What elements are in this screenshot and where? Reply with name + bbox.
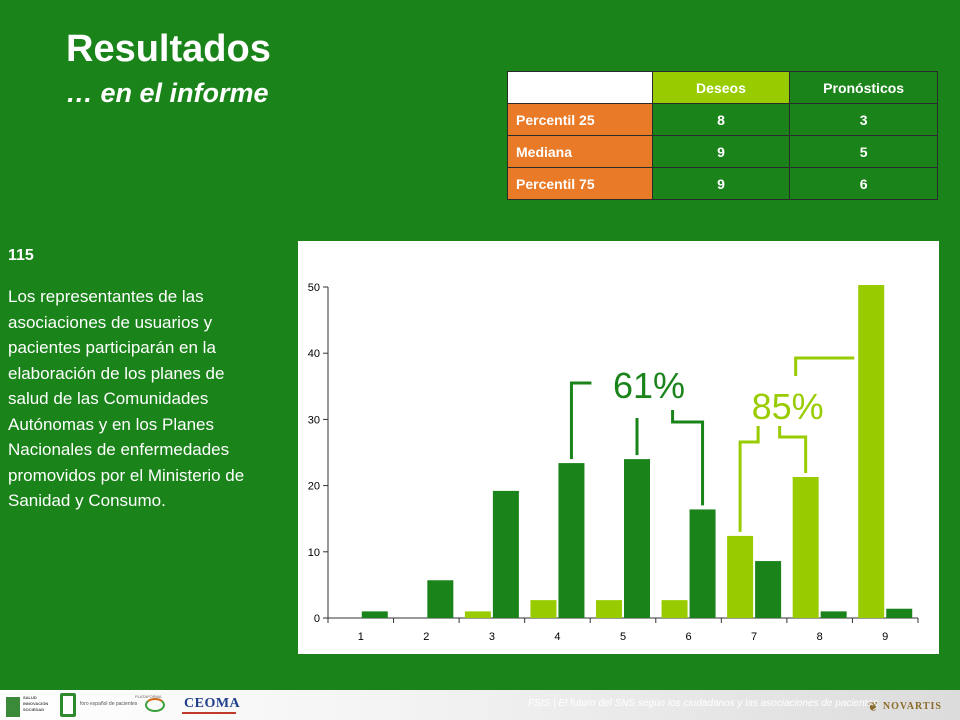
bar-lime bbox=[464, 611, 491, 618]
y-tick-label: 30 bbox=[308, 414, 320, 426]
bar-green bbox=[689, 509, 716, 618]
x-tick-label: 1 bbox=[358, 631, 364, 643]
bar-green bbox=[886, 608, 913, 618]
item-description: Los representantes de las asociaciones d… bbox=[8, 287, 245, 510]
stats-cell-deseos: 9 bbox=[651, 135, 791, 168]
foro-logo-mark bbox=[60, 693, 76, 717]
y-tick-label: 0 bbox=[314, 613, 320, 625]
bar-lime bbox=[792, 476, 819, 618]
stats-row-label: Mediana bbox=[507, 135, 653, 168]
stats-cell-pronosticos: 3 bbox=[789, 103, 938, 136]
x-tick-label: 6 bbox=[685, 631, 691, 643]
plataforma-logo-text: PLATAFORMA bbox=[135, 694, 162, 699]
stats-cell-deseos: 8 bbox=[651, 103, 791, 136]
bar-lime bbox=[727, 535, 754, 618]
annotation-leader-61 bbox=[671, 410, 705, 506]
y-tick-label: 10 bbox=[308, 547, 320, 559]
salud-innovacion-logo: SALUD INNOVACIÓN SOCIEDAD bbox=[6, 691, 54, 719]
bar-lime bbox=[858, 285, 885, 618]
stats-header-pronosticos: Pronósticos bbox=[789, 71, 938, 104]
annotation-leader-85 bbox=[778, 426, 808, 473]
y-tick-label: 40 bbox=[308, 348, 320, 360]
ceoma-logo-rule bbox=[182, 712, 236, 714]
bar-green bbox=[624, 459, 650, 618]
item-number: 115 bbox=[8, 247, 34, 264]
stats-row: Mediana 9 5 bbox=[507, 135, 938, 168]
stats-row: Percentil 75 9 6 bbox=[507, 167, 938, 200]
leaf-icon bbox=[145, 698, 165, 712]
stats-header-row: Deseos Pronósticos bbox=[507, 71, 938, 104]
novartis-flame-icon: ❦ bbox=[867, 698, 879, 714]
slide-title: Resultados bbox=[66, 28, 271, 70]
slide-subtitle: … en el informe bbox=[66, 78, 269, 108]
y-tick-label: 50 bbox=[308, 282, 320, 294]
salud-logo-mark bbox=[6, 697, 20, 717]
bar-chart: 0 10 20 30 40 50 1 2 3 4 5 6 7 8 9 61% 85% bbox=[308, 282, 919, 643]
x-tick-label: 5 bbox=[620, 631, 626, 643]
x-tick-label: 9 bbox=[882, 631, 888, 643]
novartis-logo: ❦ NOVARTIS bbox=[867, 698, 942, 714]
stats-corner-cell bbox=[507, 71, 653, 104]
x-tick-label: 3 bbox=[489, 631, 495, 643]
stats-row: Percentil 25 8 3 bbox=[507, 103, 938, 136]
annotation-leader-61 bbox=[569, 381, 592, 460]
y-tick-label: 20 bbox=[308, 481, 320, 493]
bar-green bbox=[361, 611, 388, 618]
bar-green bbox=[755, 561, 782, 618]
ceoma-logo-text: CEOMA bbox=[184, 696, 241, 711]
salud-logo-text: SALUD INNOVACIÓN SOCIEDAD bbox=[23, 695, 49, 712]
stats-table: Deseos Pronósticos Percentil 25 8 3 Medi… bbox=[507, 71, 938, 200]
bar-green bbox=[820, 611, 847, 618]
stats-cell-deseos: 9 bbox=[651, 167, 791, 200]
annotation-61-percent: 61% bbox=[613, 365, 685, 406]
x-tick-label: 2 bbox=[423, 631, 429, 643]
ceoma-logo: CEOMA bbox=[180, 694, 240, 716]
bar-lime bbox=[596, 600, 622, 618]
stats-cell-pronosticos: 6 bbox=[789, 167, 938, 200]
bar-green bbox=[427, 580, 454, 618]
stats-header-deseos: Deseos bbox=[651, 71, 791, 104]
novartis-logo-text: NOVARTIS bbox=[882, 701, 942, 713]
footer-caption: FSIS | El futuro del SNS según los ciuda… bbox=[528, 698, 879, 709]
annotation-leader-85 bbox=[794, 356, 855, 376]
annotation-leader-85 bbox=[738, 426, 760, 532]
foro-logo-text: foro español de pacientes bbox=[80, 701, 138, 707]
bar-lime bbox=[530, 600, 557, 618]
x-tick-label: 4 bbox=[554, 631, 560, 643]
footer-bar: SALUD INNOVACIÓN SOCIEDAD foro español d… bbox=[0, 690, 960, 720]
bar-green bbox=[558, 463, 585, 618]
stats-cell-pronosticos: 5 bbox=[789, 135, 938, 168]
x-tick-label: 7 bbox=[751, 631, 757, 643]
bar-green bbox=[492, 490, 519, 618]
stats-row-label: Percentil 25 bbox=[507, 103, 653, 136]
annotation-85-percent: 85% bbox=[752, 386, 824, 427]
foro-pacientes-logo: foro español de pacientes bbox=[60, 693, 137, 717]
plataforma-logo: PLATAFORMA bbox=[135, 694, 175, 716]
stats-row-label: Percentil 75 bbox=[507, 167, 653, 200]
bar-lime bbox=[661, 600, 688, 618]
chart-panel: 0 10 20 30 40 50 1 2 3 4 5 6 7 8 9 61% 85% bbox=[298, 241, 939, 654]
x-tick-label: 8 bbox=[817, 631, 823, 643]
